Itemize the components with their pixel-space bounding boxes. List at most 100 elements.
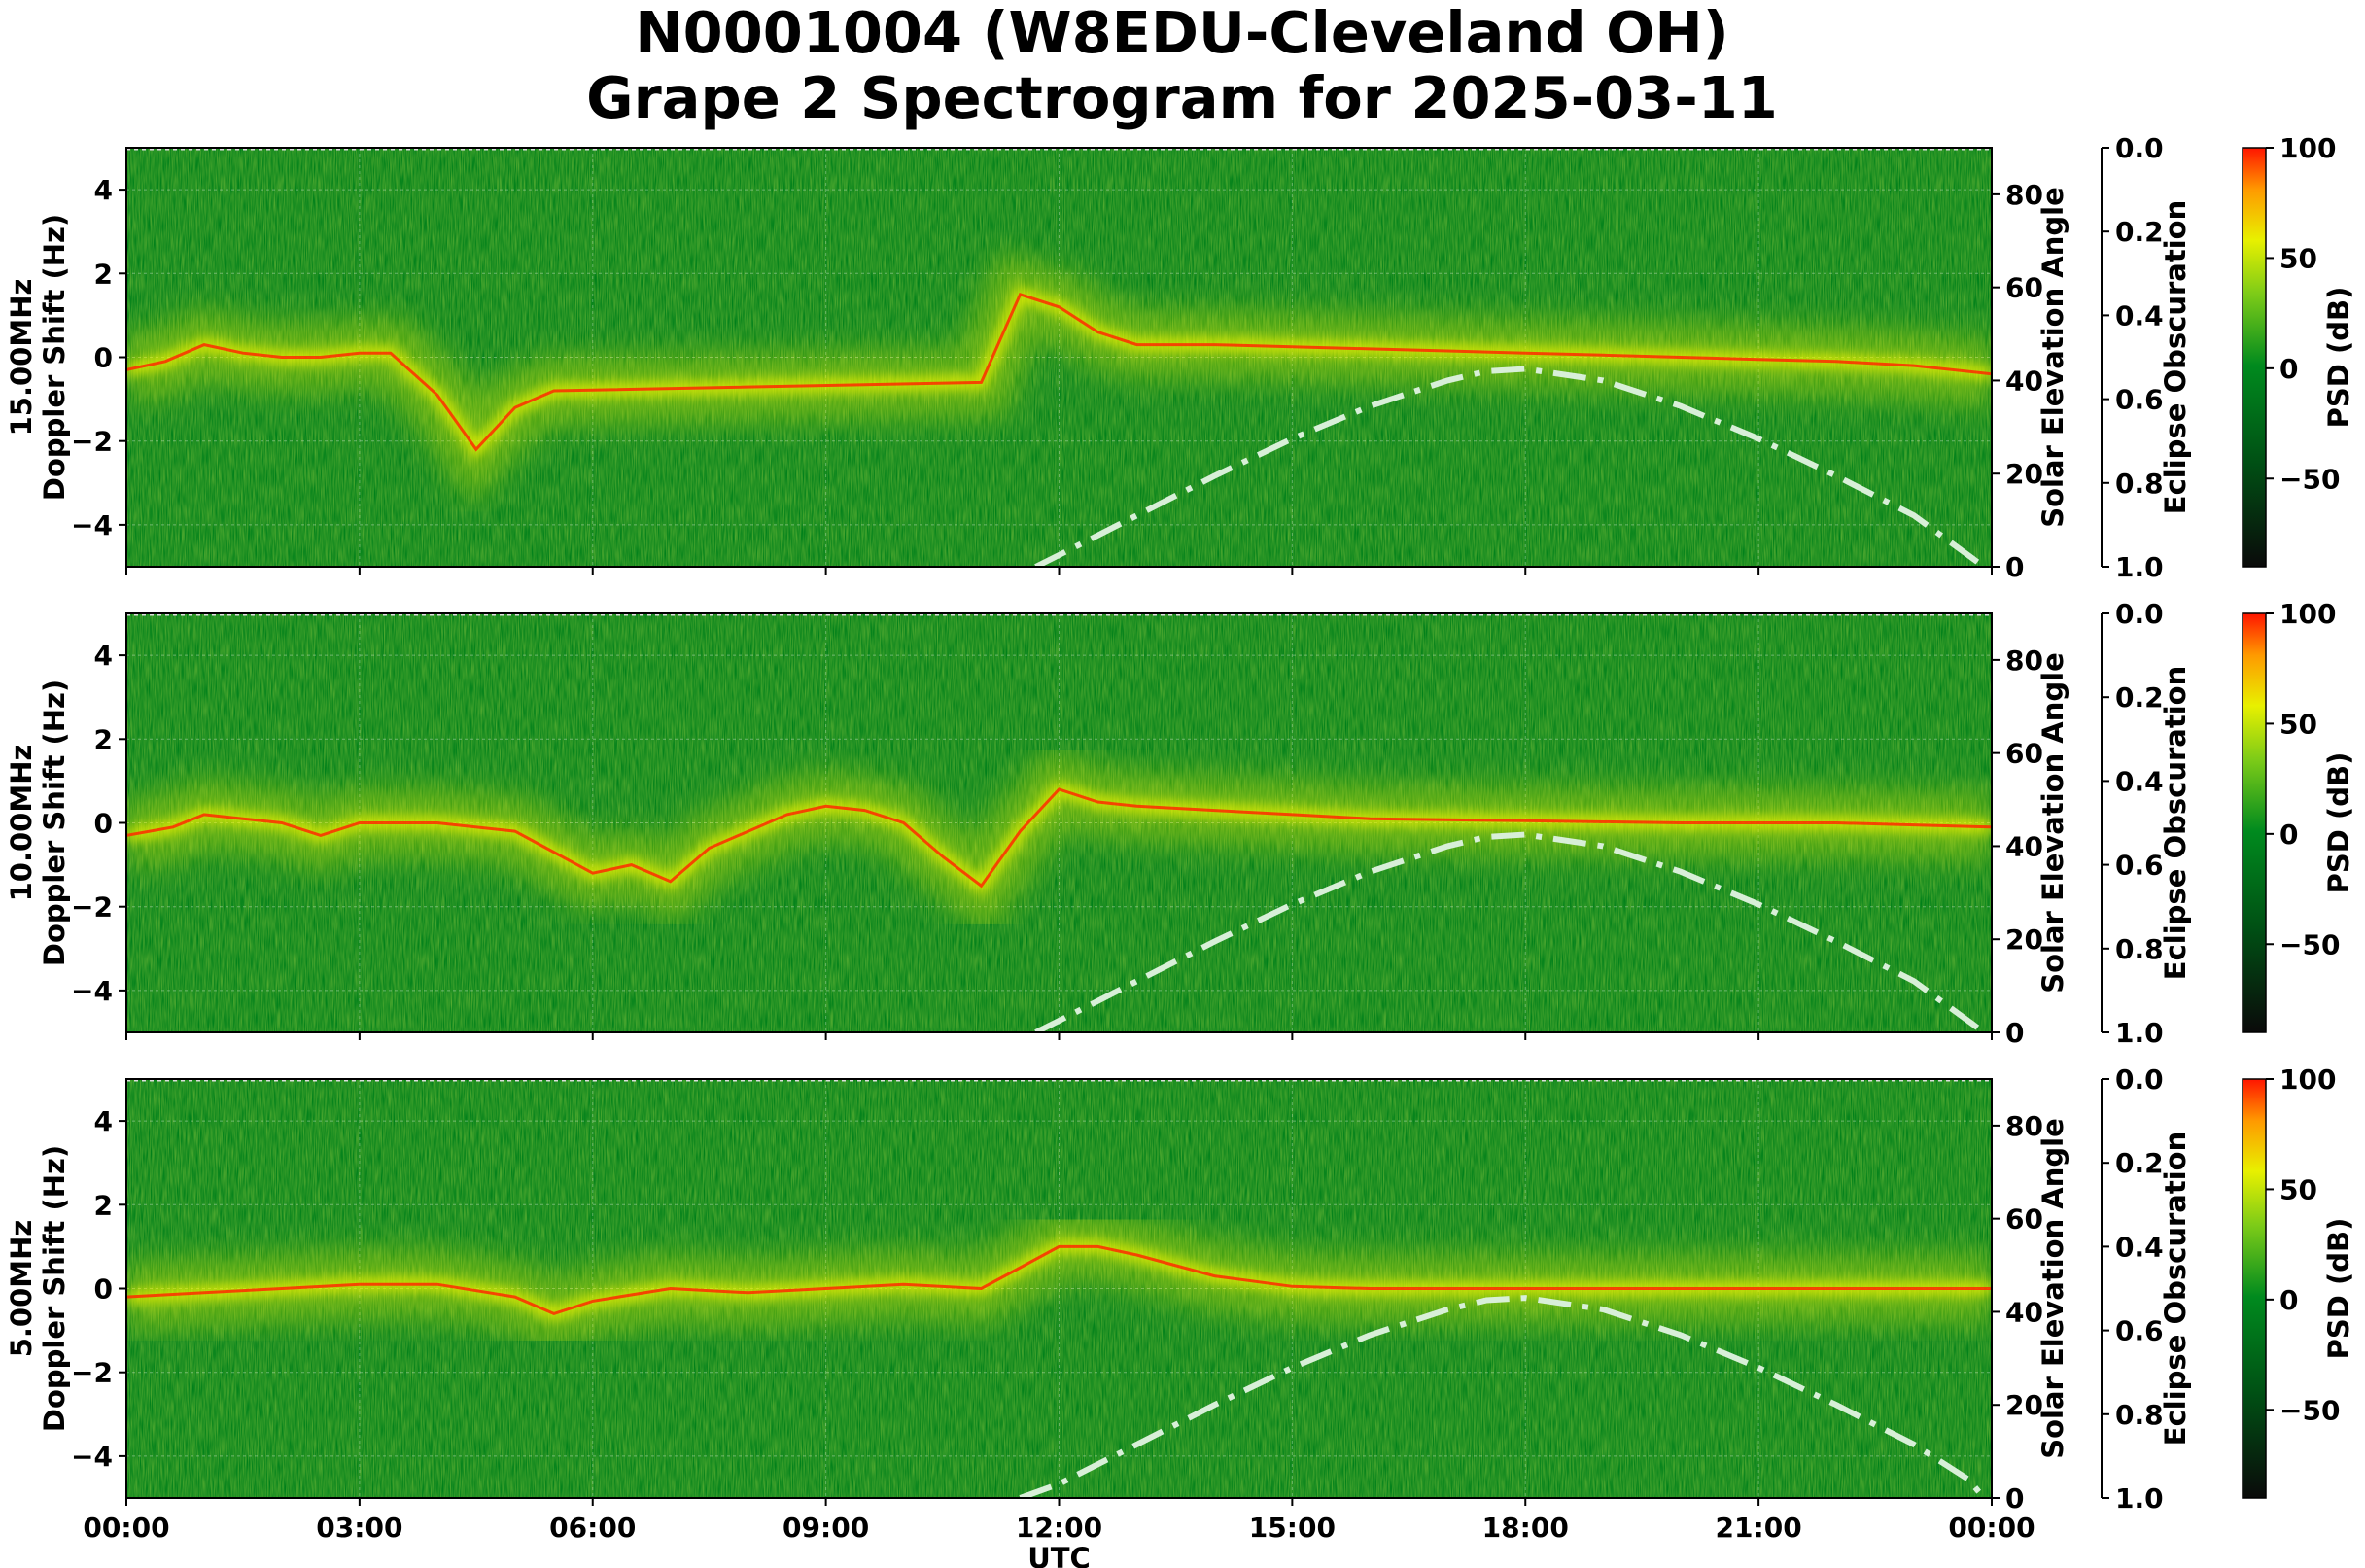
y-axis-label: Doppler Shift (Hz) <box>38 679 71 966</box>
y-tick-label: 0 <box>94 808 113 840</box>
doppler-trace <box>126 293 1992 452</box>
obscuration-axis-label: Eclipse Obscuration <box>2159 200 2192 514</box>
frequency-label: 15.00MHz <box>5 279 38 436</box>
elevation-axis-label: Solar Elevation Angle <box>2036 1118 2069 1459</box>
obscuration-tick-label: 1.0 <box>2115 551 2164 583</box>
colorbar-tick-label: −50 <box>2279 463 2340 495</box>
x-axis-label: UTC <box>1027 1542 1091 1568</box>
elevation-tick-label: 20 <box>2005 458 2043 490</box>
colorbar-label: PSD (dB) <box>2322 752 2355 894</box>
solar-elevation-curve <box>1019 1295 1987 1498</box>
y-tick-label: −4 <box>71 975 113 1007</box>
plot-area <box>126 148 1992 567</box>
colorbar-tick-label: 50 <box>2279 708 2317 740</box>
y-tick-label: 4 <box>94 174 113 206</box>
y-tick-label: 4 <box>94 1105 113 1137</box>
elevation-tick-label: 0 <box>2005 551 2024 583</box>
frequency-label: 10.00MHz <box>5 745 38 902</box>
colorbar-tick-label: 0 <box>2279 353 2298 385</box>
colorbar-tick-label: 100 <box>2279 1063 2336 1096</box>
frequency-label: 5.00MHz <box>5 1220 38 1358</box>
colorbar-label: PSD (dB) <box>2322 1218 2355 1360</box>
colorbar-tick-label: −50 <box>2279 928 2340 960</box>
colorbar-tick-label: 0 <box>2279 819 2298 851</box>
obscuration-tick-label: 0.8 <box>2115 933 2164 965</box>
obscuration-axis-label: Eclipse Obscuration <box>2159 1132 2192 1446</box>
y-axis-label: Doppler Shift (Hz) <box>38 1145 71 1432</box>
elevation-tick-label: 20 <box>2005 923 2043 956</box>
y-tick-label: −2 <box>71 1357 113 1389</box>
elevation-tick-label: 60 <box>2005 738 2043 770</box>
y-tick-label: 2 <box>94 723 113 755</box>
elevation-tick-label: 60 <box>2005 272 2043 304</box>
obscuration-tick-label: 0.2 <box>2115 681 2164 714</box>
colorbar-tick-label: 50 <box>2279 242 2317 274</box>
plot-area <box>126 613 1992 1032</box>
elevation-tick-label: 40 <box>2005 830 2043 862</box>
x-tick-label: 18:00 <box>1482 1512 1569 1544</box>
x-tick-label: 09:00 <box>783 1512 869 1544</box>
y-tick-label: −2 <box>71 426 113 458</box>
elevation-tick-label: 80 <box>2005 1110 2043 1142</box>
y-tick-label: 0 <box>94 1273 113 1306</box>
obscuration-tick-label: 0.6 <box>2115 850 2164 882</box>
obscuration-tick-label: 0.2 <box>2115 1147 2164 1179</box>
obscuration-axis-label: Eclipse Obscuration <box>2159 666 2192 980</box>
solar-elevation-curve <box>1034 366 1986 567</box>
elevation-tick-label: 40 <box>2005 365 2043 397</box>
x-tick-label: 03:00 <box>316 1512 402 1544</box>
obscuration-tick-label: 0.4 <box>2115 765 2164 797</box>
obscuration-tick-label: 0.0 <box>2115 598 2164 630</box>
doppler-trace <box>126 787 1992 889</box>
obscuration-tick-label: 0.0 <box>2115 1063 2164 1096</box>
obscuration-tick-label: 0.4 <box>2115 299 2164 331</box>
elevation-tick-label: 0 <box>2005 1017 2024 1049</box>
psd-colorbar <box>2242 612 2267 1033</box>
panel-10.00MHz: 420−2−410.00MHz Doppler Shift (Hz)0204060… <box>5 598 2355 1049</box>
obscuration-tick-label: 0.8 <box>2115 1399 2164 1431</box>
doppler-trace <box>126 1244 1992 1316</box>
obscuration-tick-label: 0.4 <box>2115 1231 2164 1263</box>
obscuration-tick-label: 0.0 <box>2115 132 2164 164</box>
x-tick-label: 15:00 <box>1249 1512 1336 1544</box>
obscuration-tick-label: 0.2 <box>2115 216 2164 248</box>
plot-area <box>126 1079 1992 1498</box>
elevation-tick-label: 20 <box>2005 1389 2043 1421</box>
obscuration-tick-label: 0.6 <box>2115 1315 2164 1347</box>
figure-title-line2: Grape 2 Spectrogram for 2025-03-11 <box>586 64 1778 131</box>
y-tick-label: −2 <box>71 891 113 923</box>
x-tick-label: 06:00 <box>549 1512 636 1544</box>
figure-title-line1: N0001004 (W8EDU-Cleveland OH) <box>635 0 1728 66</box>
elevation-tick-label: 80 <box>2005 645 2043 677</box>
x-tick-label: 12:00 <box>1016 1512 1102 1544</box>
colorbar-tick-label: −50 <box>2279 1394 2340 1426</box>
obscuration-tick-label: 1.0 <box>2115 1017 2164 1049</box>
elevation-axis-label: Solar Elevation Angle <box>2036 187 2069 528</box>
y-tick-label: −4 <box>71 1441 113 1473</box>
colorbar-tick-label: 100 <box>2279 598 2336 630</box>
psd-colorbar <box>2242 147 2267 568</box>
y-tick-label: 2 <box>94 1189 113 1221</box>
colorbar-tick-label: 50 <box>2279 1173 2317 1205</box>
obscuration-tick-label: 0.8 <box>2115 468 2164 500</box>
psd-colorbar <box>2242 1078 2267 1499</box>
elevation-tick-label: 80 <box>2005 179 2043 211</box>
y-tick-label: −4 <box>71 509 113 541</box>
elevation-tick-label: 60 <box>2005 1203 2043 1236</box>
y-tick-label: 4 <box>94 640 113 672</box>
elevation-tick-label: 40 <box>2005 1296 2043 1328</box>
obscuration-tick-label: 0.6 <box>2115 384 2164 416</box>
panels: 420−2−415.00MHz Doppler Shift (Hz)0204060… <box>5 132 2355 1568</box>
y-axis-label: Doppler Shift (Hz) <box>38 214 71 501</box>
y-tick-label: 2 <box>94 258 113 290</box>
colorbar-tick-label: 0 <box>2279 1284 2298 1316</box>
panel-15.00MHz: 420−2−415.00MHz Doppler Shift (Hz)0204060… <box>5 132 2355 583</box>
elevation-tick-label: 0 <box>2005 1482 2024 1515</box>
solar-elevation-curve <box>1034 831 1986 1032</box>
x-tick-label: 21:00 <box>1716 1512 1802 1544</box>
elevation-axis-label: Solar Elevation Angle <box>2036 652 2069 993</box>
colorbar-label: PSD (dB) <box>2322 287 2355 429</box>
obscuration-tick-label: 1.0 <box>2115 1482 2164 1515</box>
colorbar-tick-label: 100 <box>2279 132 2336 164</box>
